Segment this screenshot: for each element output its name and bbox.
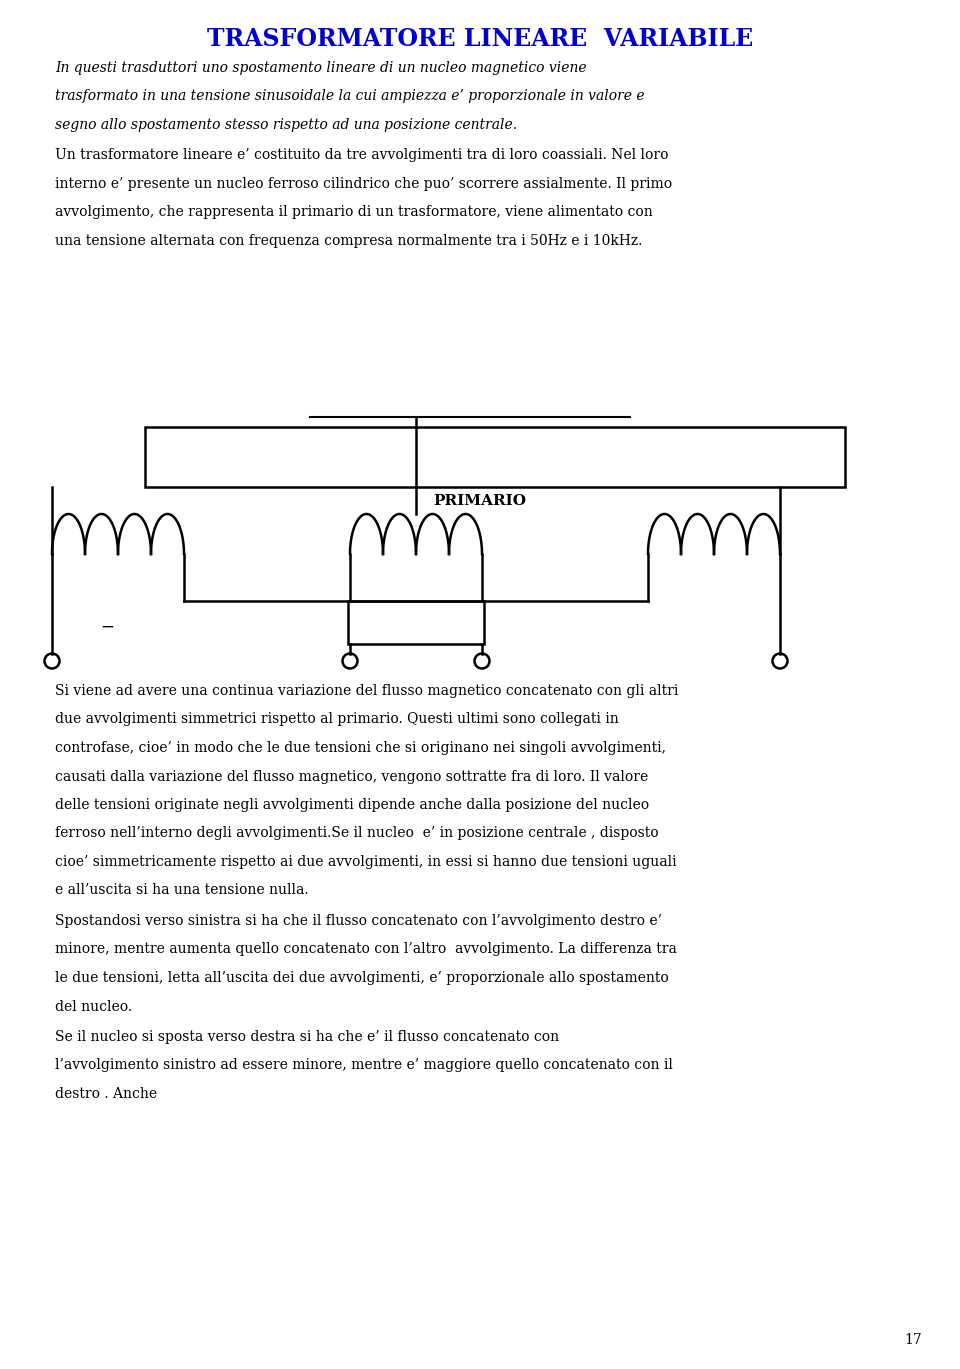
Text: causati dalla variazione del flusso magnetico, vengono sottratte fra di loro. Il: causati dalla variazione del flusso magn… <box>55 769 648 783</box>
Text: interno e’ presente un nucleo ferroso cilindrico che puo’ scorrere assialmente. : interno e’ presente un nucleo ferroso ci… <box>55 177 672 192</box>
Text: TRASFORMATORE LINEARE  VARIABILE: TRASFORMATORE LINEARE VARIABILE <box>206 27 754 51</box>
Text: cioe’ simmetricamente rispetto ai due avvolgimenti, in essi si hanno due tension: cioe’ simmetricamente rispetto ai due av… <box>55 856 677 869</box>
Bar <box>348 601 484 643</box>
Text: ferroso nell’interno degli avvolgimenti.Se il nucleo  e’ in posizione centrale ,: ferroso nell’interno degli avvolgimenti.… <box>55 827 659 841</box>
Text: Un trasformatore lineare e’ costituito da tre avvolgimenti tra di loro coassiali: Un trasformatore lineare e’ costituito d… <box>55 148 668 163</box>
Text: minore, mentre aumenta quello concatenato con l’altro  avvolgimento. La differen: minore, mentre aumenta quello concatenat… <box>55 942 677 957</box>
Text: controfase, cioe’ in modo che le due tensioni che si originano nei singoli avvol: controfase, cioe’ in modo che le due ten… <box>55 741 666 754</box>
Text: e all’uscita si ha una tensione nulla.: e all’uscita si ha una tensione nulla. <box>55 883 308 898</box>
Text: Si viene ad avere una continua variazione del flusso magnetico concatenato con g: Si viene ad avere una continua variazion… <box>55 684 679 698</box>
Bar <box>145 427 845 487</box>
Text: −: − <box>100 619 114 635</box>
Text: Spostandosi verso sinistra si ha che il flusso concatenato con l’avvolgimento de: Spostandosi verso sinistra si ha che il … <box>55 914 662 928</box>
Text: destro . Anche: destro . Anche <box>55 1087 157 1101</box>
Text: due avvolgimenti simmetrici rispetto al primario. Questi ultimi sono collegati i: due avvolgimenti simmetrici rispetto al … <box>55 712 619 727</box>
Text: l’avvolgimento sinistro ad essere minore, mentre e’ maggiore quello concatenato : l’avvolgimento sinistro ad essere minore… <box>55 1058 673 1072</box>
Text: Se il nucleo si sposta verso destra si ha che e’ il flusso concatenato con: Se il nucleo si sposta verso destra si h… <box>55 1029 559 1045</box>
Text: avvolgimento, che rappresenta il primario di un trasformatore, viene alimentato : avvolgimento, che rappresenta il primari… <box>55 205 653 219</box>
Text: del nucleo.: del nucleo. <box>55 999 132 1013</box>
Text: delle tensioni originate negli avvolgimenti dipende anche dalla posizione del nu: delle tensioni originate negli avvolgime… <box>55 798 649 812</box>
Text: PRIMARIO: PRIMARIO <box>434 494 526 508</box>
Text: segno allo spostamento stesso rispetto ad una posizione centrale.: segno allo spostamento stesso rispetto a… <box>55 118 517 131</box>
Text: trasformato in una tensione sinusoidale la cui ampiezza e’ proporzionale in valo: trasformato in una tensione sinusoidale … <box>55 89 644 104</box>
Text: 17: 17 <box>904 1333 922 1347</box>
Text: In questi trasduttori uno spostamento lineare di un nucleo magnetico viene: In questi trasduttori uno spostamento li… <box>55 62 587 75</box>
Text: le due tensioni, letta all’uscita dei due avvolgimenti, e’ proporzionale allo sp: le due tensioni, letta all’uscita dei du… <box>55 971 669 986</box>
Text: una tensione alternata con frequenza compresa normalmente tra i 50Hz e i 10kHz.: una tensione alternata con frequenza com… <box>55 234 642 248</box>
